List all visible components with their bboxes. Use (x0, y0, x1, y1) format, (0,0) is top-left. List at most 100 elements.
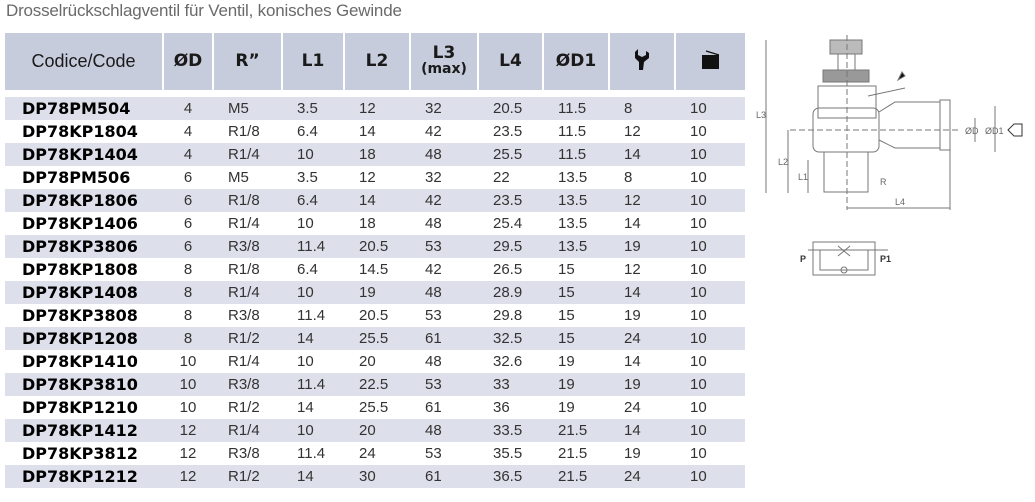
cell-wrench-size: 14 (609, 281, 675, 304)
cell-l2: 20.5 (344, 235, 410, 258)
cell-l2: 22.5 (344, 373, 410, 396)
cell-l1: 11.4 (282, 235, 344, 258)
cell-od: 8 (163, 281, 213, 304)
cell-wrench-size: 14 (624, 353, 641, 370)
cell-l1: 14 (282, 465, 344, 488)
cell-r: M5 (213, 97, 282, 120)
cell-code: DP78KP3808 (22, 306, 138, 325)
cell-l1: 10 (282, 143, 344, 166)
cell-l3: 48 (425, 353, 442, 370)
cell-l1: 14 (282, 327, 344, 350)
cell-pack-qty: 10 (675, 189, 745, 212)
cell-code: DP78KP1404 (5, 143, 163, 166)
cell-od1: 11.5 (558, 123, 587, 140)
cell-wrench-size: 12 (624, 261, 641, 278)
cell-l2: 14 (359, 123, 376, 140)
cell-l1: 11.4 (297, 445, 326, 462)
cell-l4: 33 (478, 373, 543, 396)
valve-technical-drawing: L3 L2 L1 L4 ØD ØD1 R P P1 (756, 35, 1023, 276)
cell-code: DP78KP3810 (5, 373, 163, 396)
header-code: Codice/Code (5, 33, 163, 90)
cell-l1: 10 (297, 215, 314, 232)
cell-l2: 20 (359, 353, 376, 370)
table-row: DP78KP1804 4 R1/8 6.4 14 42 23.5 11.5 12 10 (5, 120, 745, 143)
cell-od: 4 (163, 143, 213, 166)
cell-od1: 11.5 (543, 97, 609, 120)
cell-l2: 25.5 (359, 399, 389, 416)
table-row: DP78KP1808 8 R1/8 6.4 14.5 42 26.5 15 12 10 (5, 258, 745, 281)
cell-pack-qty: 10 (675, 327, 745, 350)
cell-od: 4 (163, 97, 213, 120)
header-l1: L1 (281, 33, 344, 90)
cell-od1: 21.5 (558, 445, 588, 462)
label-od: ØD (965, 126, 979, 136)
cell-r: R3/8 (213, 373, 282, 396)
cell-pack-qty: 10 (675, 97, 745, 120)
cell-l3: 42 (425, 123, 442, 140)
table-row: DP78PM506 6 M5 3.5 12 32 22 13.5 8 10 (5, 166, 745, 189)
cell-wrench-size: 12 (609, 189, 675, 212)
cell-pack-qty: 10 (690, 215, 707, 232)
cell-code: DP78KP3812 (22, 444, 138, 463)
cell-l2: 14.5 (359, 261, 389, 278)
header-l2: L2 (343, 33, 410, 90)
cell-l1: 6.4 (297, 123, 318, 140)
cell-wrench-size: 19 (609, 235, 675, 258)
cell-l3: 42 (425, 261, 442, 278)
cell-pack-qty: 10 (690, 169, 707, 186)
label-od1: ØD1 (985, 126, 1004, 136)
cell-l3: 48 (410, 419, 478, 442)
cell-code: DP78KP1412 (5, 419, 163, 442)
cell-l2: 20.5 (359, 307, 389, 324)
cell-l2: 14 (344, 189, 410, 212)
cell-od: 6 (163, 235, 213, 258)
wrench-icon (635, 49, 649, 70)
cell-wrench-size: 24 (609, 327, 675, 350)
cell-r: M5 (228, 169, 249, 186)
cell-r: R3/8 (228, 307, 260, 324)
cell-r: R1/4 (213, 281, 282, 304)
cell-code: DP78PM504 (5, 97, 163, 120)
table-row: DP78KP1212 12 R1/2 14 30 61 36.5 21.5 24 10 (5, 465, 745, 488)
cell-l4: 33.5 (478, 419, 543, 442)
table-header: Codice/Code ØD R” L1 L2 L3 (max) L4 ØD1 (5, 33, 745, 90)
cell-l2: 18 (359, 215, 376, 232)
cell-l1: 10 (282, 419, 344, 442)
cell-l3: 48 (425, 215, 442, 232)
cell-od1: 13.5 (558, 169, 588, 186)
cell-l4: 29.5 (478, 235, 543, 258)
header-wrench (608, 33, 675, 90)
cell-pack-qty: 10 (675, 235, 745, 258)
cell-l1: 6.4 (297, 261, 318, 278)
cell-l3: 42 (410, 189, 478, 212)
cell-pack-qty: 10 (690, 399, 707, 416)
cell-l3: 53 (410, 373, 478, 396)
cell-l1: 3.5 (297, 169, 318, 186)
cell-l4: 23.5 (478, 189, 543, 212)
cell-r: R1/4 (213, 143, 282, 166)
cell-l2: 25.5 (344, 327, 410, 350)
cell-od1: 21.5 (543, 465, 609, 488)
cell-l1: 11.4 (297, 307, 326, 324)
label-p: P (800, 254, 806, 264)
cell-pack-qty: 10 (675, 465, 745, 488)
cell-l2: 19 (344, 281, 410, 304)
cell-l4: 25.4 (493, 215, 523, 232)
cell-l1: 3.5 (282, 97, 344, 120)
cell-od: 6 (183, 215, 193, 232)
cell-od: 12 (163, 465, 213, 488)
cell-l2: 18 (344, 143, 410, 166)
header-package (674, 33, 745, 90)
table-row: DP78KP1412 12 R1/4 10 20 48 33.5 21.5 14 10 (5, 419, 745, 442)
cell-pack-qty: 10 (675, 373, 745, 396)
cell-od: 12 (163, 419, 213, 442)
cell-od1: 19 (543, 373, 609, 396)
package-box-icon (701, 50, 719, 69)
cell-wrench-size: 19 (609, 373, 675, 396)
cell-od1: 15 (558, 261, 575, 278)
cell-wrench-size: 19 (624, 307, 641, 324)
cell-od1: 13.5 (543, 235, 609, 258)
table-row: DP78KP3808 8 R3/8 11.4 20.5 53 29.8 15 19 10 (5, 304, 745, 327)
cell-od1: 15 (543, 281, 609, 304)
cell-od1: 11.5 (543, 143, 609, 166)
